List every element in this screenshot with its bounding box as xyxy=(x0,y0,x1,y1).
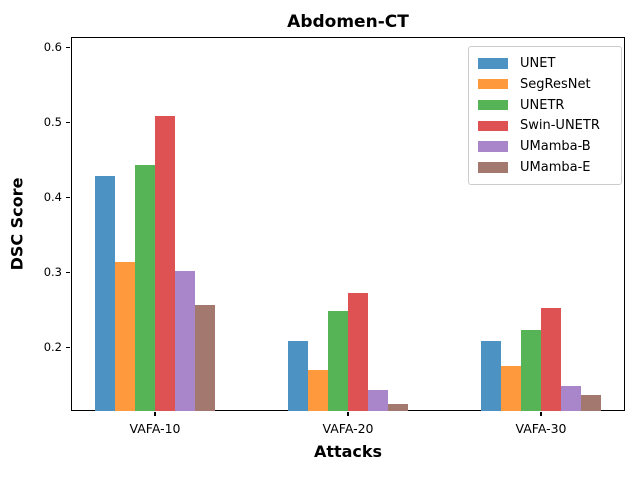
x-tick-label-vafa-30: VAFA-30 xyxy=(515,421,567,436)
bar-swin-unetr-vafa-10 xyxy=(155,115,175,411)
bar-unetr-vafa-20 xyxy=(328,310,348,411)
legend-label-segresnet: SegResNet xyxy=(520,76,591,92)
legend-swatch-unetr xyxy=(478,99,508,111)
chart-title: Abdomen-CT xyxy=(287,12,409,32)
x-axis-label: Attacks xyxy=(313,442,383,461)
legend-swatch-segresnet xyxy=(478,78,508,90)
legend-label-unetr: UNETR xyxy=(520,97,565,113)
y-tick-label-0-4: 0.4 xyxy=(43,189,62,204)
legend-item-segresnet: SegResNet xyxy=(478,78,621,91)
x-tick-label-vafa-20: VAFA-20 xyxy=(322,421,374,436)
y-tick-mark-0-6 xyxy=(66,46,70,49)
y-tick-label-0-3: 0.3 xyxy=(43,264,62,279)
y-tick-mark-0-5 xyxy=(66,121,70,124)
bar-segresnet-vafa-20 xyxy=(308,369,328,411)
bar-umamba-e-vafa-20 xyxy=(388,404,408,411)
legend-label-swin-unetr: Swin-UNETR xyxy=(520,118,600,134)
bar-umamba-b-vafa-30 xyxy=(561,386,581,411)
y-tick-label-0-6: 0.6 xyxy=(43,39,62,54)
y-tick-mark-0-4 xyxy=(66,196,70,198)
legend-label-umamba-b: UMamba-B xyxy=(520,139,591,155)
y-tick-mark-0-3 xyxy=(66,271,70,273)
legend-swatch-umamba-b xyxy=(478,141,508,152)
legend-swatch-umamba-e xyxy=(478,162,508,173)
bar-umamba-e-vafa-30 xyxy=(581,395,601,411)
x-tick-mark-vafa-20 xyxy=(347,412,349,416)
legend-swatch-unet xyxy=(478,58,508,69)
bar-unet-vafa-20 xyxy=(288,341,308,411)
legend-item-umamba-e: UMamba-E xyxy=(478,161,621,174)
bar-unetr-vafa-30 xyxy=(521,330,541,411)
bar-unet-vafa-30 xyxy=(481,341,501,411)
y-tick-label-0-5: 0.5 xyxy=(43,114,62,129)
bar-umamba-e-vafa-10 xyxy=(195,305,215,411)
legend-label-umamba-e: UMamba-E xyxy=(520,160,591,176)
bar-segresnet-vafa-30 xyxy=(501,366,521,411)
bar-umamba-b-vafa-20 xyxy=(368,390,388,411)
legend-label-unet: UNET xyxy=(520,55,556,71)
legend-item-unet: UNET xyxy=(478,57,621,70)
x-tick-label-vafa-10: VAFA-10 xyxy=(129,421,181,436)
y-tick-label-0-2: 0.2 xyxy=(43,339,62,354)
bar-swin-unetr-vafa-20 xyxy=(348,292,368,411)
legend-item-unetr: UNETR xyxy=(478,99,621,112)
legend-item-swin-unetr: Swin-UNETR xyxy=(478,119,621,132)
bar-unet-vafa-10 xyxy=(95,175,115,411)
y-tick-mark-0-2 xyxy=(66,346,70,348)
bar-umamba-b-vafa-10 xyxy=(175,270,195,411)
x-tick-mark-vafa-30 xyxy=(540,412,542,416)
bar-segresnet-vafa-10 xyxy=(115,261,135,411)
legend-item-umamba-b: UMamba-B xyxy=(478,140,621,153)
legend: UNET SegResNet UNETR Swin-UNETR UMamba-B UMam… xyxy=(468,46,622,185)
bar-swin-unetr-vafa-30 xyxy=(541,307,561,411)
legend-swatch-swin-unetr xyxy=(478,120,508,132)
bar-unetr-vafa-10 xyxy=(135,165,155,411)
x-tick-mark-vafa-10 xyxy=(154,412,156,416)
